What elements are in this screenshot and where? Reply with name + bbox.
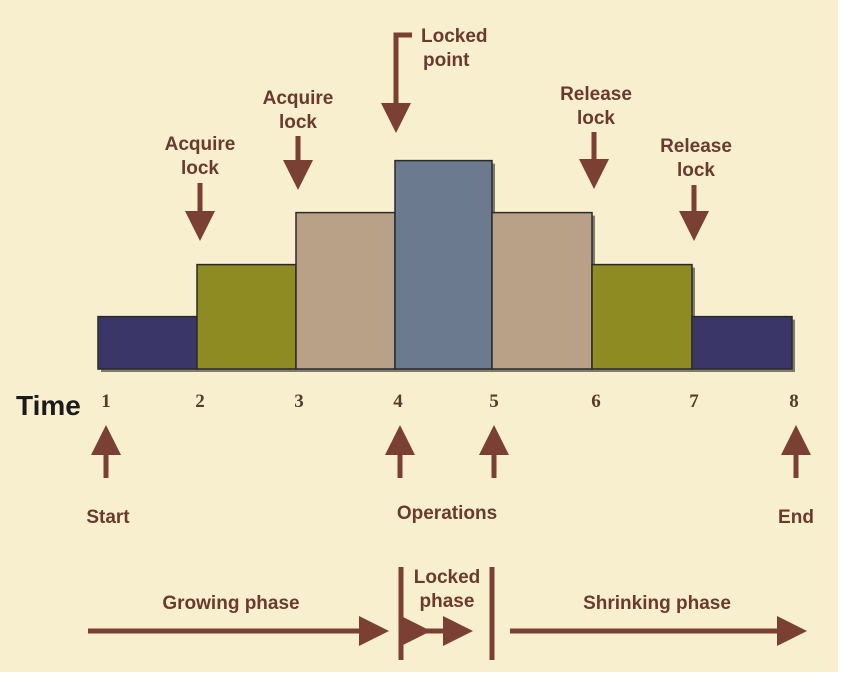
- callout-acquire-2-line1: Acquire: [263, 88, 334, 109]
- callout-release-lock-1: Release lock: [560, 84, 632, 189]
- callout-release-1-line2: lock: [577, 108, 615, 129]
- callout-locked-point: Locked point: [381, 26, 488, 133]
- phase-bar: Growing phase Locked phase Shrinking pha…: [88, 567, 807, 660]
- start-label: Start: [86, 507, 130, 528]
- step-block-5: [491, 211, 593, 370]
- locked-phase-line1: Locked: [414, 567, 481, 588]
- callout-acquire-1-line2: lock: [181, 158, 219, 179]
- tick-1: 1: [101, 391, 111, 412]
- callout-acquire-2-line2: lock: [279, 112, 317, 133]
- tick-8: 8: [789, 391, 799, 412]
- operations-label: Operations: [397, 503, 497, 524]
- callout-release-2-line2: lock: [677, 160, 715, 181]
- callout-acquire-1-line1: Acquire: [165, 134, 236, 155]
- callout-release-1-line1: Release: [560, 84, 632, 105]
- growing-phase-label: Growing phase: [162, 593, 299, 614]
- step-block-7: [691, 315, 793, 370]
- bottom-markers: Start Operations End: [86, 425, 814, 528]
- callout-locked-point-line2: point: [423, 50, 470, 71]
- callout-release-2-line1: Release: [660, 136, 732, 157]
- tick-7: 7: [689, 391, 699, 412]
- time-axis-label: Time: [16, 390, 81, 421]
- callout-locked-point-line1: Locked: [421, 26, 488, 47]
- lock-level-steps: [97, 159, 795, 372]
- locked-phase-line2: phase: [420, 591, 475, 612]
- step-block-6: [591, 263, 693, 370]
- end-label: End: [778, 507, 814, 528]
- time-ticks: 1 2 3 4 5 6 7 8: [101, 391, 799, 412]
- callout-acquire-lock-2: Acquire lock: [263, 88, 334, 190]
- callout-acquire-lock-1: Acquire lock: [165, 134, 236, 241]
- step-block-1: [97, 315, 198, 370]
- step-block-2: [196, 263, 297, 370]
- tick-5: 5: [489, 391, 499, 412]
- step-block-4: [394, 159, 493, 370]
- bent-arrow-down-icon: [381, 32, 412, 133]
- tick-3: 3: [294, 391, 304, 412]
- tick-6: 6: [591, 391, 601, 412]
- step-block-3: [295, 211, 396, 370]
- callout-release-lock-2: Release lock: [660, 136, 732, 241]
- tick-4: 4: [393, 391, 403, 412]
- tick-2: 2: [195, 391, 205, 412]
- shrinking-phase-label: Shrinking phase: [583, 593, 731, 614]
